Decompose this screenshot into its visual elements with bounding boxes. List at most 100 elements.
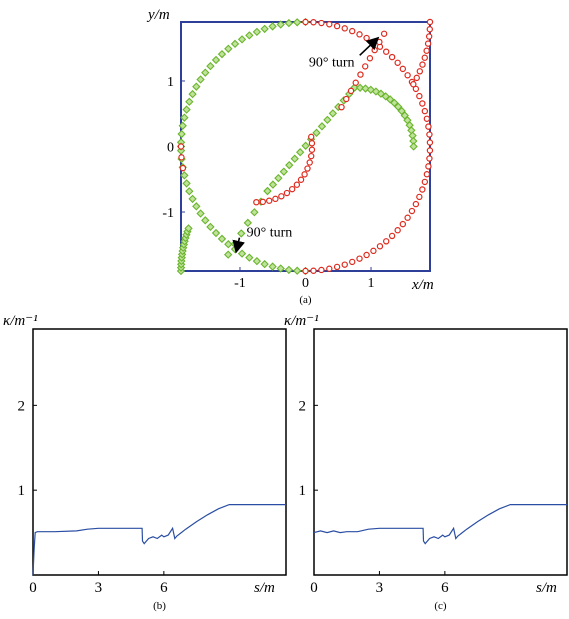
trajectory-point-diamond	[217, 49, 227, 59]
trajectory-point-circle	[394, 59, 401, 66]
trajectory-point-circle	[416, 68, 424, 75]
trajectory-point-diamond	[211, 228, 221, 238]
trajectory-point-diamond	[192, 82, 201, 91]
trajectory-point-diamond	[180, 113, 189, 122]
trajectory-point-circle	[426, 155, 433, 162]
turn-annotation-label: 90° turn	[309, 55, 355, 70]
curvature-plot-c-ticks: 0 3 6 1 2	[299, 398, 450, 596]
trajectory-point-circle	[410, 81, 417, 88]
curvature-plot-c-frame	[313, 328, 568, 576]
trajectory-point-diamond	[409, 142, 418, 151]
trajectory-point-circle	[306, 159, 313, 166]
x-tick-label: 0	[29, 580, 37, 596]
trajectory-series-circle	[177, 18, 434, 275]
curvature-c-y-axis-label: κ/m⁻¹	[284, 313, 319, 329]
curvature-plot-b-frame	[32, 328, 287, 576]
trajectory-point-circle	[333, 22, 341, 30]
x-tick-label: 3	[376, 580, 384, 596]
trajectory-point-circle	[399, 65, 407, 73]
trajectory-point-diamond	[230, 39, 240, 49]
trajectory-point-circle	[425, 163, 432, 170]
trajectory-point-circle	[376, 243, 384, 250]
x-tick-label: 6	[160, 580, 168, 596]
trajectory-point-diamond	[245, 253, 254, 262]
trajectory-point-diamond	[268, 262, 277, 271]
trajectory-point-circle	[265, 197, 273, 204]
trajectory-point-diamond	[355, 83, 365, 92]
trajectory-point-circle	[421, 107, 429, 115]
trajectory-point-circle	[308, 152, 315, 160]
trajectory-y-axis-label: y/m	[146, 7, 170, 23]
trajectory-point-circle	[362, 63, 369, 70]
trajectory-point-circle	[272, 195, 279, 203]
trajectory-point-circle	[423, 171, 431, 178]
trajectory-point-circle	[357, 71, 364, 78]
trajectory-point-diamond	[201, 68, 210, 77]
trajectory-point-diamond	[312, 128, 321, 137]
trajectory-point-circle	[419, 61, 426, 68]
y-tick-label: 0	[167, 141, 174, 156]
y-tick-label: 2	[18, 398, 26, 414]
x-tick-label: 0	[302, 276, 309, 291]
trajectory-point-circle	[297, 176, 305, 183]
x-tick-label: 6	[441, 580, 449, 596]
trajectory-point-diamond	[224, 250, 233, 259]
trajectory-point-circle	[308, 133, 315, 141]
x-tick-label: 0	[310, 580, 318, 596]
panel-label-c: (c)	[434, 600, 447, 612]
trajectory-point-diamond	[206, 222, 215, 232]
trajectory-point-circle	[383, 238, 390, 245]
trajectory-point-circle	[421, 54, 428, 61]
trajectory-point-circle	[376, 38, 383, 46]
trajectory-point-diamond	[284, 18, 294, 28]
trajectory-point-diamond	[390, 98, 399, 108]
trajectory-point-circle	[380, 30, 388, 37]
trajectory-point-circle	[371, 46, 378, 54]
turn-annotation-arrow	[359, 36, 380, 56]
y-tick-label: 2	[299, 398, 307, 414]
trajectory-point-diamond	[180, 171, 189, 180]
trajectory-point-circle	[399, 220, 407, 228]
trajectory-point-diamond	[301, 141, 310, 150]
trajectory-point-circle	[416, 92, 423, 100]
trajectory-point-circle	[326, 265, 333, 272]
y-tick-label: 1	[167, 75, 174, 90]
trajectory-point-circle	[404, 72, 411, 79]
x-tick-label: 3	[95, 580, 103, 596]
turn-annotation-label: 90° turn	[247, 226, 293, 241]
trajectory-point-diamond	[293, 18, 302, 27]
curvature-plot-b: 0 3 6 1 2 κ/m⁻¹ s/m (b)	[3, 313, 287, 612]
trajectory-point-circle	[419, 100, 426, 107]
panel-label-a: (a)	[299, 294, 312, 306]
trajectory-point-diamond	[386, 95, 395, 104]
trajectory-point-diamond	[366, 85, 375, 94]
trajectory-point-diamond	[290, 154, 299, 163]
trajectory-point-circle	[338, 103, 345, 111]
trajectory-plot-ticks: -1 0 1 -1 0 1	[162, 75, 374, 291]
trajectory-point-diamond	[252, 27, 262, 37]
y-tick-label: 1	[299, 483, 307, 499]
trajectory-point-diamond	[276, 20, 285, 29]
trajectory-point-circle	[293, 181, 301, 188]
trajectory-point-diamond	[237, 35, 247, 44]
x-tick-label: 1	[368, 276, 375, 291]
trajectory-point-circle	[423, 115, 431, 122]
trajectory-point-circle	[388, 232, 396, 240]
panel-label-b: (b)	[153, 600, 166, 612]
trajectory-point-diamond	[178, 121, 187, 130]
y-tick-label: -1	[162, 206, 174, 221]
trajectory-point-circle	[421, 178, 429, 186]
trajectory-point-circle	[177, 143, 185, 150]
curvature-plot-b-ticks: 0 3 6 1 2	[18, 398, 169, 596]
trajectory-point-circle	[388, 53, 396, 61]
curvature-b-y-axis-label: κ/m⁻¹	[3, 313, 38, 329]
trajectory-point-diamond	[188, 194, 197, 204]
trajectory-point-diamond	[284, 265, 294, 275]
trajectory-point-circle	[318, 19, 325, 27]
trajectory-point-diamond	[276, 264, 285, 273]
x-tick-label: -1	[234, 276, 246, 291]
trajectory-point-diamond	[394, 102, 403, 111]
trajectory-point-diamond	[237, 229, 246, 238]
trajectory-point-circle	[301, 171, 308, 178]
